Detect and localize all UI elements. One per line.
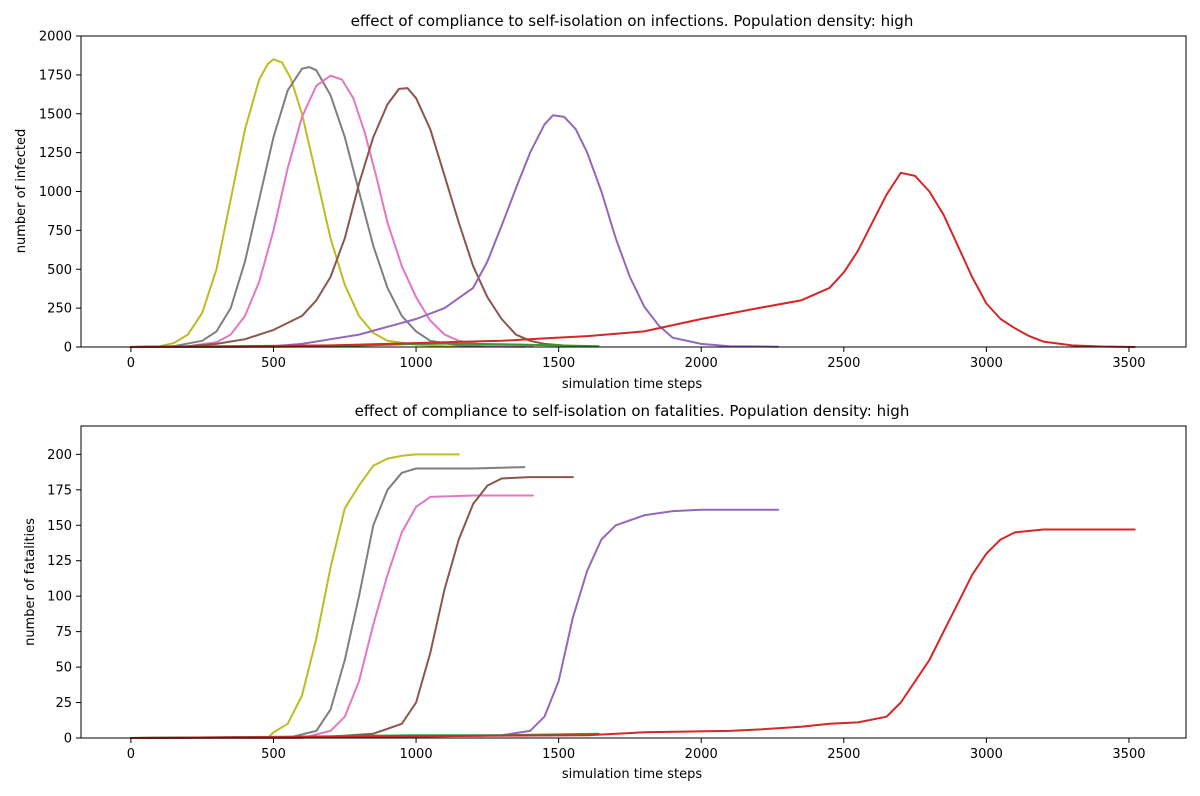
series-line-3 bbox=[129, 476, 574, 739]
x-tick-label: 3000 bbox=[970, 356, 1003, 371]
y-tick-label: 1000 bbox=[39, 185, 72, 200]
x-tick-label: 3000 bbox=[970, 747, 1003, 762]
x-tick-label: 500 bbox=[261, 747, 286, 762]
x-tick-label: 2000 bbox=[685, 356, 718, 371]
series-line-0 bbox=[129, 453, 460, 739]
x-tick-label: 1000 bbox=[400, 356, 433, 371]
plot-frame bbox=[80, 35, 1187, 348]
x-tick-label: 3500 bbox=[1112, 356, 1145, 371]
y-tick-label: 1250 bbox=[39, 146, 72, 161]
x-tick-label: 3500 bbox=[1112, 747, 1145, 762]
x-tick-label: 0 bbox=[127, 747, 135, 762]
x-tick-label: 1500 bbox=[542, 747, 575, 762]
x-tick-label: 0 bbox=[127, 356, 135, 371]
series-line-2 bbox=[129, 494, 534, 739]
series-line-6 bbox=[129, 528, 1136, 739]
infections-chart: effect of compliance to self-isolation o… bbox=[14, 12, 1187, 392]
x-tick-label: 2500 bbox=[827, 356, 860, 371]
x-tick-label: 2500 bbox=[827, 747, 860, 762]
fatalities-chart-ylabel: number of fatalities bbox=[23, 518, 38, 646]
fatalities-chart-plot: 0 500 1000 1500 2000 2500 3000 3500 0 25 50 75 100 12… bbox=[47, 425, 1187, 762]
infections-chart-ylabel: number of infected bbox=[14, 129, 29, 253]
y-tick-label: 50 bbox=[55, 661, 72, 676]
series-line-2 bbox=[129, 74, 534, 348]
series-line-1 bbox=[129, 66, 526, 348]
y-tick-label: 175 bbox=[47, 483, 72, 498]
infections-chart-title: effect of compliance to self-isolation o… bbox=[351, 12, 914, 30]
y-tick-label: 500 bbox=[47, 263, 72, 278]
series-line-4 bbox=[129, 114, 780, 348]
y-tick-label: 200 bbox=[47, 448, 72, 463]
plot-frame bbox=[80, 425, 1187, 739]
y-tick-label: 1750 bbox=[39, 68, 72, 83]
series-line-6 bbox=[129, 171, 1136, 348]
x-tick-label: 1500 bbox=[542, 356, 575, 371]
series-line-3 bbox=[129, 87, 574, 348]
fatalities-chart-xlabel: simulation time steps bbox=[562, 767, 703, 782]
y-tick-label: 0 bbox=[64, 732, 72, 747]
series-line-1 bbox=[129, 466, 526, 739]
y-tick-label: 1500 bbox=[39, 107, 72, 122]
y-tick-label: 75 bbox=[55, 625, 72, 640]
y-tick-label: 2000 bbox=[39, 30, 72, 45]
x-tick-label: 500 bbox=[261, 356, 286, 371]
y-tick-label: 150 bbox=[47, 519, 72, 534]
y-tick-label: 250 bbox=[47, 302, 72, 317]
series-line-4 bbox=[129, 508, 780, 739]
x-tick-label: 2000 bbox=[685, 747, 718, 762]
y-tick-label: 0 bbox=[64, 341, 72, 356]
y-tick-label: 25 bbox=[55, 696, 72, 711]
infections-chart-plot: 0 500 1000 1500 2000 2500 3000 3500 0 250 500 750 10… bbox=[39, 30, 1187, 371]
series-line-0 bbox=[129, 58, 460, 348]
y-tick-label: 100 bbox=[47, 590, 72, 605]
fatalities-chart: effect of compliance to self-isolation o… bbox=[23, 402, 1187, 782]
x-tick-label: 1000 bbox=[400, 747, 433, 762]
infections-chart-xlabel: simulation time steps bbox=[562, 377, 703, 392]
y-tick-label: 750 bbox=[47, 224, 72, 239]
y-tick-label: 125 bbox=[47, 554, 72, 569]
fatalities-chart-title: effect of compliance to self-isolation o… bbox=[355, 402, 910, 420]
